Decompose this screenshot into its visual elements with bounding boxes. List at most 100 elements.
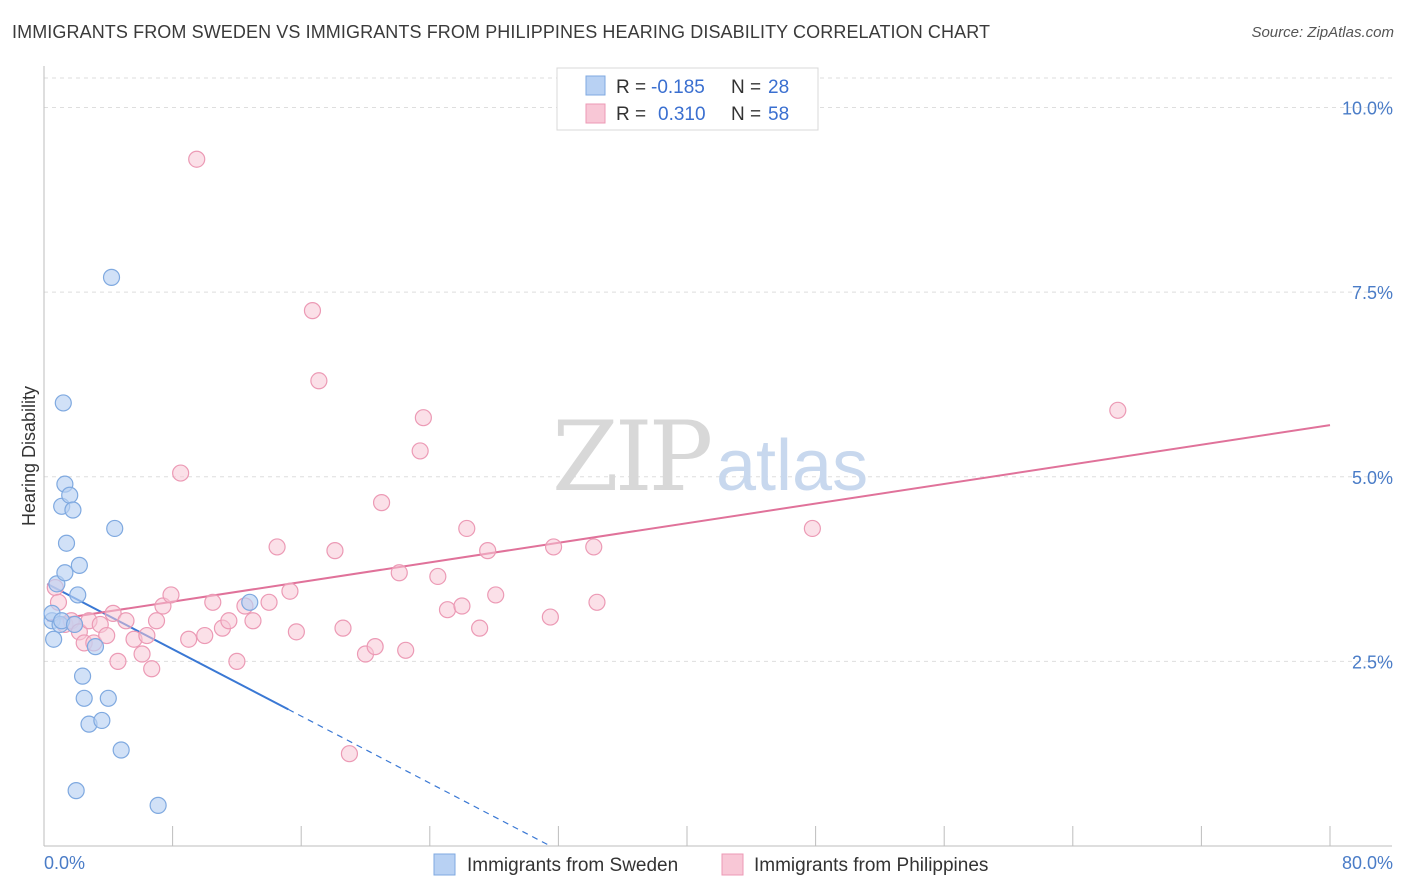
point-sweden-2 — [45, 630, 63, 648]
point-sweden-17 — [75, 689, 93, 707]
point-sweden-11 — [61, 486, 79, 504]
point-philippines-27 — [220, 612, 238, 630]
trend-line-philippines — [47, 424, 1331, 622]
point-philippines-32 — [268, 538, 286, 556]
point-philippines-16 — [138, 626, 156, 645]
point-philippines-52 — [479, 542, 497, 560]
point-philippines-50 — [458, 519, 476, 538]
point-sweden-20 — [93, 711, 111, 730]
watermark-zip: ZIP — [552, 401, 711, 513]
point-sweden-15 — [70, 556, 88, 574]
grid-lines — [44, 77, 1392, 662]
point-sweden-19 — [86, 638, 105, 656]
legend-n-label-sweden: N = — [731, 77, 761, 98]
point-sweden-13 — [65, 615, 84, 634]
point-philippines-51 — [471, 619, 489, 637]
point-philippines-42 — [372, 494, 391, 512]
point-philippines-36 — [310, 372, 328, 390]
scatter-points — [43, 150, 1127, 814]
point-sweden-22 — [102, 268, 121, 286]
legend-swatch-sweden — [585, 75, 606, 96]
point-philippines-38 — [334, 619, 352, 637]
point-philippines-23 — [188, 150, 206, 168]
legend-swatch-philippines — [585, 103, 606, 124]
point-philippines-37 — [326, 542, 344, 560]
point-philippines-46 — [414, 409, 432, 427]
watermark: ZIP atlas — [552, 401, 868, 513]
chart-title: IMMIGRANTS FROM SWEDEN VS IMMIGRANTS FRO… — [12, 22, 991, 42]
point-philippines-34 — [287, 623, 305, 641]
point-philippines-35 — [303, 302, 322, 320]
point-sweden-24 — [112, 741, 130, 759]
x-tick-label-max: 80.0% — [1342, 853, 1393, 873]
point-philippines-28 — [228, 652, 246, 670]
watermark-atlas: atlas — [716, 426, 868, 506]
bottom-legend-label-philippines: Immigrants from Philippines — [754, 855, 988, 876]
point-philippines-49 — [453, 597, 471, 615]
point-philippines-53 — [487, 586, 505, 604]
point-philippines-11 — [104, 604, 122, 622]
point-philippines-58 — [803, 519, 821, 538]
point-philippines-55 — [544, 538, 563, 556]
point-philippines-10 — [98, 626, 116, 645]
point-sweden-10 — [57, 534, 76, 552]
point-philippines-54 — [541, 608, 559, 626]
point-philippines-41 — [366, 638, 384, 656]
bottom-legend: Immigrants from Sweden Immigrants from P… — [433, 853, 988, 876]
point-sweden-9 — [56, 564, 74, 582]
legend-box: R = -0.185 N = 28 R = 0.310 N = 58 — [556, 67, 819, 131]
point-philippines-21 — [172, 464, 190, 482]
bottom-legend-label-sweden: Immigrants from Sweden — [467, 855, 678, 876]
point-sweden-7 — [54, 394, 72, 412]
point-philippines-47 — [429, 567, 447, 586]
point-sweden-26 — [241, 593, 259, 611]
trend-line-sweden-extension — [288, 708, 551, 847]
y-tick-label-2: 7.5% — [1352, 283, 1393, 303]
point-philippines-17 — [143, 660, 161, 678]
trend-line-sweden — [46, 582, 289, 711]
point-philippines-30 — [244, 612, 262, 630]
legend-r-value-philippines: 0.310 — [658, 104, 706, 125]
point-sweden-16 — [73, 667, 92, 685]
y-tick-label-1: 5.0% — [1352, 468, 1393, 488]
point-philippines-57 — [588, 593, 606, 611]
point-philippines-43 — [390, 564, 408, 582]
point-philippines-22 — [180, 630, 198, 648]
legend-n-value-philippines: 58 — [768, 104, 789, 125]
point-philippines-45 — [411, 442, 429, 460]
axes: 2.5% 5.0% 7.5% 10.0% 0.0% 80.0% — [43, 66, 1393, 873]
point-philippines-44 — [397, 641, 415, 659]
point-philippines-48 — [438, 601, 457, 619]
point-philippines-33 — [281, 582, 299, 600]
point-philippines-13 — [117, 612, 135, 630]
y-tick-label-0: 2.5% — [1352, 652, 1393, 672]
bottom-legend-swatch-philippines — [721, 853, 744, 876]
bottom-legend-swatch-sweden — [433, 853, 456, 876]
point-philippines-39 — [340, 745, 359, 763]
point-sweden-23 — [106, 519, 124, 538]
trend-lines — [46, 424, 1331, 847]
point-sweden-21 — [99, 689, 117, 707]
point-sweden-12 — [64, 501, 82, 519]
point-philippines-31 — [260, 593, 278, 611]
y-axis-label: Hearing Disability — [19, 386, 39, 526]
point-philippines-24 — [196, 626, 214, 645]
point-sweden-25 — [149, 796, 167, 814]
legend-r-label-sweden: R = — [616, 77, 646, 98]
point-philippines-12 — [109, 652, 127, 670]
legend-r-label-philippines: R = — [616, 104, 646, 125]
point-philippines-59 — [1109, 401, 1127, 419]
y-tick-label-3: 10.0% — [1342, 99, 1393, 119]
point-philippines-15 — [133, 645, 151, 663]
legend-n-label-philippines: N = — [731, 104, 761, 125]
point-philippines-18 — [147, 612, 166, 630]
point-philippines-25 — [204, 593, 222, 611]
source-label: Source: ZipAtlas.com — [1251, 24, 1394, 41]
point-sweden-14 — [69, 586, 87, 604]
point-philippines-20 — [162, 586, 180, 604]
x-tick-label-min: 0.0% — [44, 853, 85, 873]
legend-r-value-sweden: -0.185 — [651, 77, 705, 98]
legend-n-value-sweden: 28 — [768, 77, 789, 98]
point-sweden-27 — [67, 782, 85, 800]
